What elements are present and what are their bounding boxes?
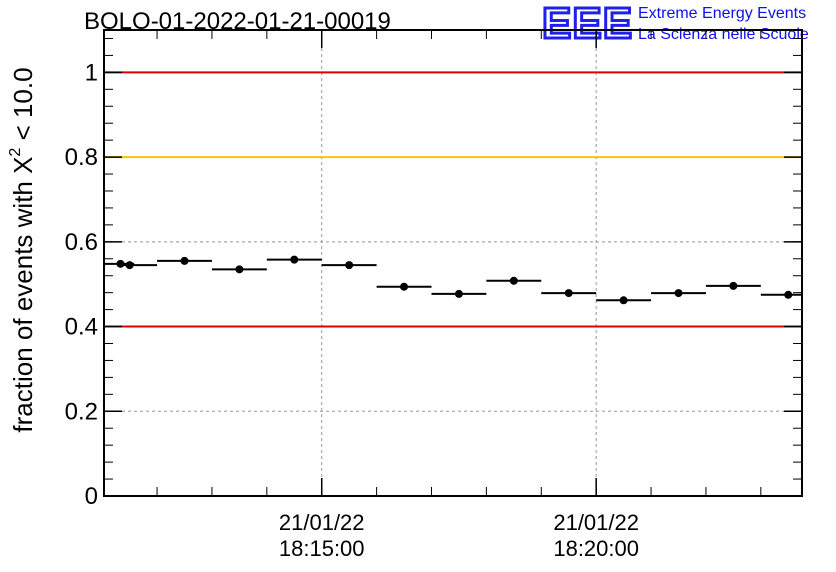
y-tick-label: 0.8 [65,144,98,171]
y-tick-label: 0.4 [65,314,98,341]
grid-layer [104,30,802,496]
data-point [729,281,738,290]
y-tick-label: 0 [85,483,98,510]
data-point [564,289,573,298]
x-tick-label-date: 21/01/22 [279,510,365,535]
y-axis-label: fraction of events with X2 < 10.0 [7,67,38,432]
data-point [454,289,463,298]
y-tick-label: 0.2 [65,398,98,425]
data-point [180,256,189,265]
data-point [674,289,683,298]
tick-layer [104,30,802,497]
data-point [619,296,628,305]
data-point [290,255,299,264]
data-point [400,282,409,291]
data-point [784,290,793,299]
x-tick-label-date: 21/01/22 [553,510,639,535]
y-axis-label-prefix: fraction of events with X [8,157,38,433]
data-point [116,259,125,268]
plot-frame [103,29,803,497]
y-axis-label-suffix: < 10.0 [8,67,38,147]
y-tick-label: 1 [85,59,98,86]
label-layer: 00.20.40.60.8121/01/2218:15:0021/01/2218… [65,59,639,561]
logo-mark: EEE [540,0,634,48]
data-layer [104,255,802,305]
x-tick-label-time: 18:15:00 [279,536,365,561]
y-axis-label-sup: 2 [7,148,24,157]
x-tick-label-time: 18:20:00 [553,536,639,561]
y-tick-label: 0.6 [65,229,98,256]
logo-line-1: Extreme Energy Events [638,5,807,22]
reference-lines [104,71,802,328]
data-point [235,265,244,274]
data-point [345,261,354,270]
data-point [125,261,134,270]
data-point [509,276,518,285]
